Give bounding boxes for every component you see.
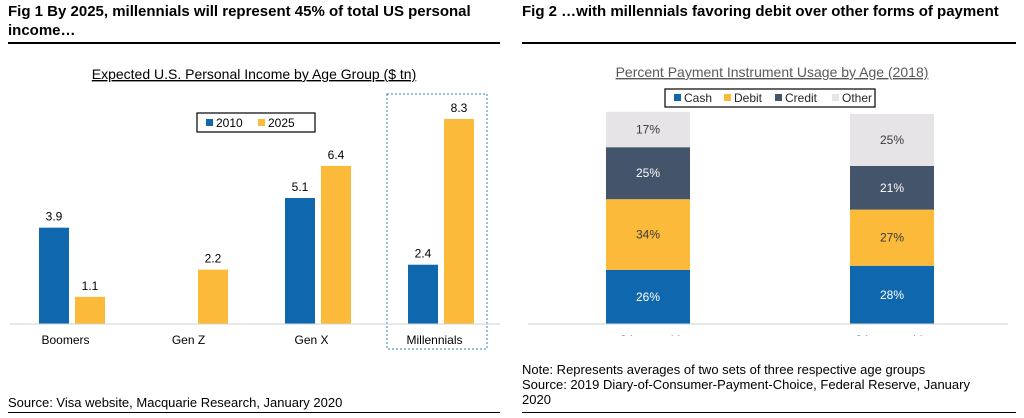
fig2-title: Fig 2 …with millennials favoring debit o… xyxy=(522,3,999,20)
fig1-source: Source: Visa website, Macquarie Research… xyxy=(8,395,343,410)
segment-34-year-olds-other xyxy=(850,113,934,166)
legend-swatch-other xyxy=(832,94,839,101)
millennials-highlight-box xyxy=(386,93,488,350)
category-label-34-year-olds: 34+ year-olds xyxy=(855,333,928,336)
value-label-34-year-olds-other: 17% xyxy=(636,123,660,137)
chart2-title: Percent Payment Instrument Usage by Age … xyxy=(616,64,929,80)
value-label-gen-z-2025: 2.2 xyxy=(205,252,222,266)
value-label-gen-x-2010: 5.1 xyxy=(292,180,309,194)
category-label-gen-z: Gen Z xyxy=(172,333,205,347)
category-label-34-year-olds: < 34 year-olds xyxy=(610,333,686,336)
fig2-footer-rule xyxy=(522,412,1016,413)
value-label-34-year-olds-credit: 21% xyxy=(880,181,904,195)
chart1-category-labels: Boomers Gen Z Gen X Millennials xyxy=(41,333,462,347)
value-label-boomers-2025: 1.1 xyxy=(82,279,99,293)
category-label-boomers: Boomers xyxy=(41,333,89,347)
segment-34-year-olds-cash xyxy=(850,265,934,324)
bar-boomers-2010 xyxy=(39,227,69,324)
value-label-boomers-2010: 3.9 xyxy=(46,210,63,224)
chart2-value-labels: 26% 34% 25% 17% 28% 27% 21% 25% xyxy=(636,123,904,304)
legend-label-debit: Debit xyxy=(734,91,763,105)
fig1-title: Fig 1 By 2025, millennials will represen… xyxy=(8,3,471,39)
chart2-legend: Cash Debit Credit Other xyxy=(664,88,876,108)
value-label-millennials-2010: 2.4 xyxy=(415,247,432,261)
legend-swatch-cash xyxy=(674,94,681,101)
value-label-millennials-2025: 8.3 xyxy=(451,101,468,115)
payment-usage-chart: Percent Payment Instrument Usage by Age … xyxy=(528,64,1008,336)
legend-swatch-2010 xyxy=(206,119,213,126)
chart1-bars xyxy=(39,119,474,324)
segment-34-year-olds-credit xyxy=(850,165,934,210)
category-label-millennials: Millennials xyxy=(406,333,462,347)
fig2-source: Source: 2019 Diary-of-Consumer-Payment-C… xyxy=(522,377,970,407)
value-label-34-year-olds-credit: 25% xyxy=(636,166,660,180)
bar-millennials-2010 xyxy=(408,264,438,324)
fig2-title-rule xyxy=(522,42,1016,44)
fig1-title-rule xyxy=(8,42,500,44)
chart2-category-labels: < 34 year-olds 34+ year-olds xyxy=(610,333,929,336)
value-label-34-year-olds-cash: 28% xyxy=(880,288,904,302)
segment-34-year-olds-debit xyxy=(606,199,690,270)
chart1-title: Expected U.S. Personal Income by Age Gro… xyxy=(92,66,417,82)
chart1-legend: 2010 2025 xyxy=(196,112,316,133)
bar-boomers-2025 xyxy=(75,296,105,324)
value-label-34-year-olds-debit: 34% xyxy=(636,228,660,242)
segment-34-year-olds-credit xyxy=(606,147,690,200)
legend-label-2025: 2025 xyxy=(268,116,295,130)
bar-millennials-2025 xyxy=(444,119,474,324)
category-label-gen-x: Gen X xyxy=(294,333,328,347)
value-label-34-year-olds-other: 25% xyxy=(880,133,904,147)
legend-label-credit: Credit xyxy=(785,91,818,105)
segment-34-year-olds-other xyxy=(606,111,690,148)
bar-gen-x-2010 xyxy=(285,198,315,324)
chart1-value-labels: 3.9 1.1 2.2 5.1 6.4 2.4 8.3 xyxy=(46,101,468,293)
value-label-34-year-olds-debit: 27% xyxy=(880,231,904,245)
legend-label-2010: 2010 xyxy=(216,116,243,130)
bar-gen-x-2025 xyxy=(321,165,351,324)
legend-label-other: Other xyxy=(842,91,872,105)
income-by-age-chart: Expected U.S. Personal Income by Age Gro… xyxy=(10,66,500,350)
fig1-footer-rule xyxy=(8,412,500,413)
segment-34-year-olds-debit xyxy=(850,209,934,266)
chart2-bars xyxy=(606,111,934,324)
legend-swatch-credit xyxy=(775,94,782,101)
chart1-legend-frame xyxy=(196,112,316,133)
segment-34-year-olds-cash xyxy=(606,269,690,324)
bar-gen-z-2025 xyxy=(198,269,228,324)
chart2-legend-frame xyxy=(664,88,876,108)
fig2-note: Note: Represents averages of two sets of… xyxy=(522,362,926,377)
value-label-gen-x-2025: 6.4 xyxy=(328,148,345,162)
value-label-34-year-olds-cash: 26% xyxy=(636,290,660,304)
legend-label-cash: Cash xyxy=(684,91,712,105)
legend-swatch-debit xyxy=(724,94,731,101)
legend-swatch-2025 xyxy=(258,119,265,126)
